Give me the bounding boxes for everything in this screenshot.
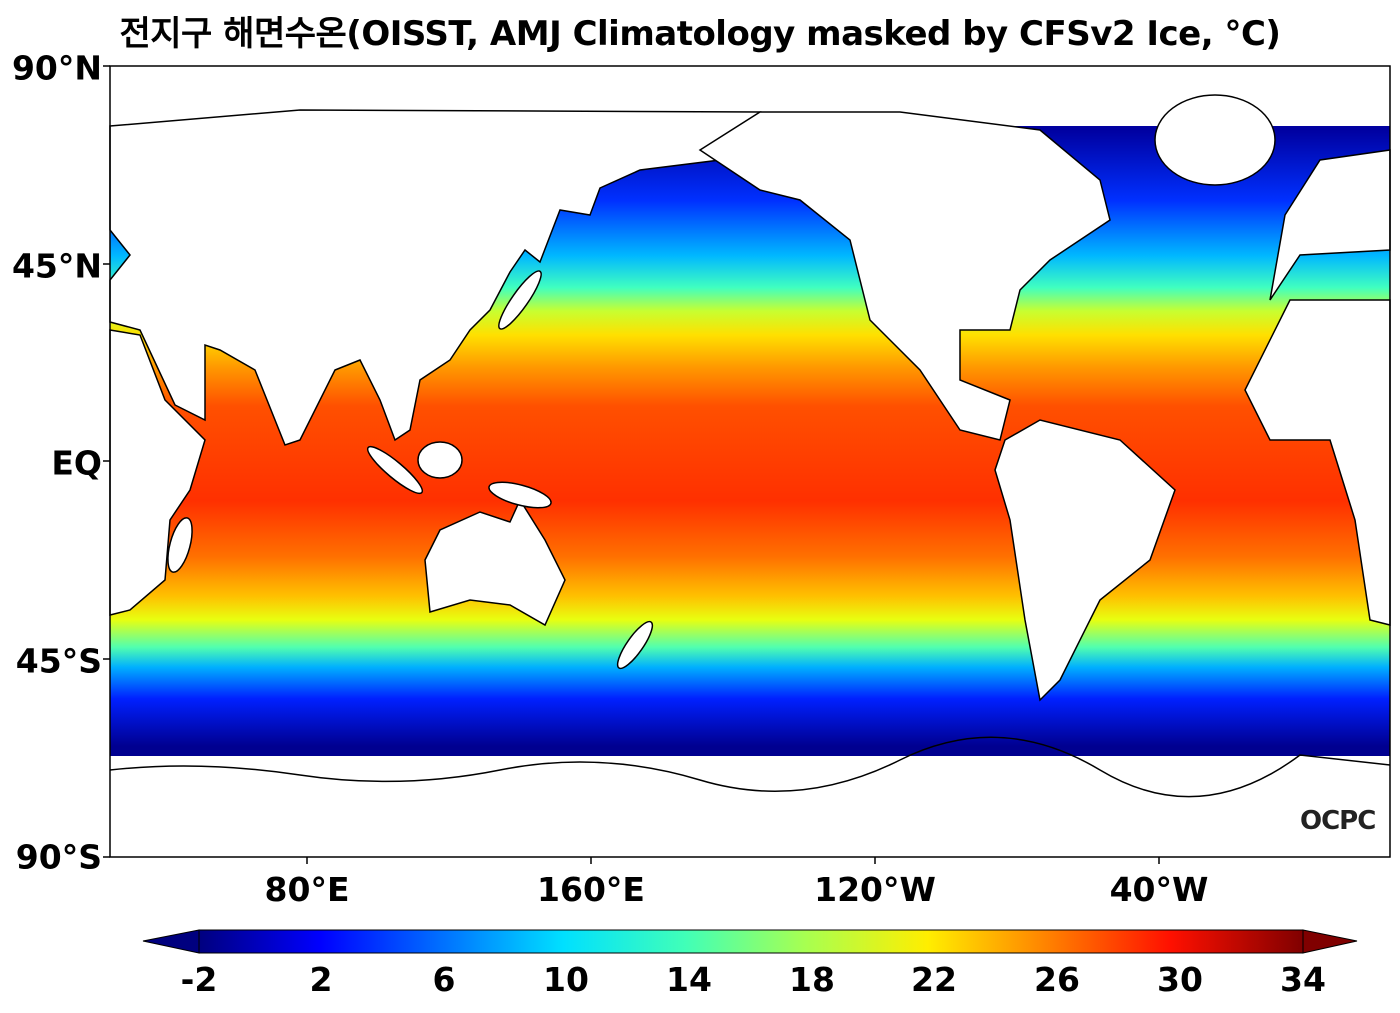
- north-america: [698, 111, 1111, 441]
- colorbar-tick: 6: [432, 960, 456, 999]
- colorbar-tick: 2: [309, 960, 333, 999]
- lon-label-160e: 160°E: [537, 870, 645, 909]
- colorbar-tick: 30: [1157, 960, 1203, 999]
- sumatra: [366, 445, 424, 495]
- lon-label-120w: 120°W: [814, 870, 936, 909]
- colorbar-extend-min: [142, 929, 200, 954]
- colorbar-tick: 18: [789, 960, 835, 999]
- lon-label-40w: 40°W: [1109, 870, 1209, 909]
- eurasia: [109, 109, 762, 446]
- colorbar-extend-max: [1302, 929, 1358, 954]
- lon-label-80e: 80°E: [264, 870, 350, 909]
- colorbar-tick: 14: [666, 960, 712, 999]
- new-zealand: [616, 620, 654, 670]
- lon-ticks: [103, 65, 1160, 864]
- lat-label-45n: 45°N: [11, 246, 102, 286]
- new-guinea: [488, 481, 552, 509]
- australia: [424, 498, 566, 627]
- colorbar: [142, 929, 1358, 954]
- colorbar-tick: -2: [180, 960, 218, 999]
- africa-east: [109, 329, 206, 616]
- greenland: [1154, 94, 1276, 186]
- colorbar-tick: 10: [543, 960, 589, 999]
- madagascar: [167, 517, 193, 573]
- lat-label-90s: 90°S: [15, 837, 102, 877]
- borneo: [417, 441, 463, 479]
- antarctica-coast: [109, 736, 1391, 798]
- land-masses: [109, 94, 1391, 798]
- south-america: [994, 419, 1176, 702]
- map-title: 전지구 해면수온(OISST, AMJ Climatology masked b…: [119, 14, 1281, 54]
- colorbar-tick: 22: [911, 960, 957, 999]
- lat-label-eq: EQ: [51, 443, 102, 483]
- japan: [498, 270, 542, 330]
- colorbar-tick: 34: [1280, 960, 1326, 999]
- lat-label-90n: 90°N: [11, 48, 102, 88]
- colorbar-tick: 26: [1034, 960, 1080, 999]
- ocpc-logo: OCPC: [1300, 806, 1376, 836]
- lat-label-45s: 45°S: [15, 641, 102, 681]
- colorbar-body: [198, 929, 1304, 954]
- antarctic-ice: [110, 756, 1390, 857]
